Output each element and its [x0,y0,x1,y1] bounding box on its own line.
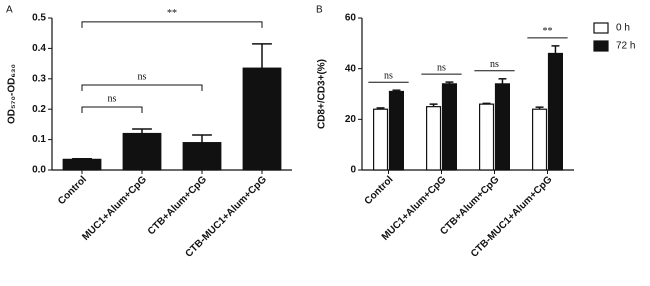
bar [479,103,495,171]
error-bar [551,45,560,54]
y-tick-label: 0.2 [32,104,46,115]
bar [531,108,548,171]
bar [62,158,102,171]
y-axis-label: OD₅₇₀-OD₆₃₀ [7,64,18,124]
bar [242,67,282,171]
error-bar [535,106,544,110]
error-bar [72,158,92,160]
panel-label: A [6,5,13,16]
x-tick-label: MUC1+Alum+CpG [80,174,149,243]
y-tick-label: 0.4 [32,43,46,54]
y-tick-label: 40 [345,63,357,74]
x-tick-label: Control [56,174,89,207]
error-bar [498,78,507,84]
panel-label: B [316,5,323,16]
bar [494,83,510,171]
error-bar [192,134,212,143]
bar [182,142,222,171]
significance-label: ns [108,93,117,104]
significance-bracket [81,21,263,28]
x-tick-label: CTB+Alum+CpG [146,174,209,237]
error-bar [429,103,438,107]
error-bar [445,81,454,84]
significance-label: ns [437,62,446,73]
error-bar [376,107,385,110]
bar [122,132,162,171]
significance-label: ** [543,26,553,37]
legend-label: 72 h [616,41,635,52]
significance-label: ns [384,70,393,81]
significance-label: ns [490,59,499,70]
significance-label: ns [138,71,147,82]
y-axis-label: CD8+/CD3+(%) [317,59,328,129]
legend-swatch [593,40,609,52]
legend-label: 0 h [616,23,630,34]
y-tick-label: 60 [345,13,357,24]
y-tick-label: 0.5 [32,13,46,24]
error-bar [392,89,401,92]
y-tick-label: 0.0 [32,165,46,176]
x-tick-label: Control [363,174,396,207]
bar [441,83,457,171]
bar [547,52,563,171]
bar [388,90,404,171]
bar [373,108,389,171]
y-tick-label: 0.3 [32,73,46,84]
significance-bracket [81,106,143,113]
significance-label: ** [167,8,177,19]
significance-bracket [81,84,203,91]
error-bar [132,128,152,134]
y-tick-label: 0.1 [32,134,46,145]
y-tick-label: 20 [345,114,357,125]
bar [426,106,442,171]
error-bar [482,102,491,105]
error-bar [252,43,272,69]
y-tick-label: 0 [350,165,356,176]
legend-swatch [593,22,609,34]
